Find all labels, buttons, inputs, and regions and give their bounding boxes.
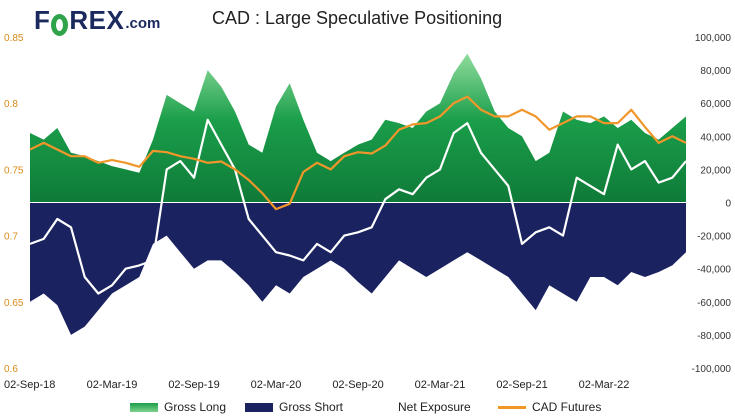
left-axis-tick-label: 0.85 [4, 33, 24, 44]
logo-coin-icon [51, 14, 69, 36]
chart-plot: 0.6 0.65 0.7 0.75 0.8 0.85 -100,000 -80,000 -60,… [4, 33, 732, 391]
gross-short-area [30, 202, 686, 335]
legend-net-exposure-swatch [364, 405, 392, 409]
right-axis-tick-label: 80,000 [700, 66, 731, 77]
cad-futures-line [29, 95, 687, 211]
legend-cad-futures-swatch [498, 405, 526, 409]
right-axis-tick-label: 20,000 [700, 165, 731, 176]
legend-cad-futures: CAD Futures [498, 398, 601, 416]
gross-long-area [30, 53, 686, 203]
x-axis-tick-label: 02-Mar-21 [415, 379, 466, 391]
right-axis-tick-label: -20,000 [697, 232, 731, 243]
x-axis-tick-label: 02-Sep-21 [496, 379, 547, 391]
legend-gross-short-swatch [245, 402, 273, 412]
legend-gross-long-swatch [130, 402, 158, 412]
right-axis-tick-label: -80,000 [697, 331, 731, 342]
x-axis-tick-label: 02-Mar-19 [87, 379, 138, 391]
net-exposure-line [29, 118, 687, 295]
logo-domain: .com [125, 15, 161, 32]
right-axis-tick-label: -40,000 [697, 265, 731, 276]
x-axis-tick-label: 02-Sep-18 [4, 379, 55, 391]
right-axis-tick-label: 60,000 [700, 99, 731, 110]
legend-cad-futures-label: CAD Futures [532, 400, 602, 414]
chart-legend: Gross Long Gross Short Net Exposure CAD … [0, 398, 735, 416]
x-axis-tick-label: 02-Mar-22 [579, 379, 630, 391]
legend-gross-short: Gross Short [245, 398, 343, 416]
logo-fx-suffix: REX [69, 5, 125, 35]
legend-gross-short-label: Gross Short [279, 400, 344, 414]
x-axis-tick-label: 02-Mar-20 [251, 379, 302, 391]
right-axis-tick-label: 100,000 [695, 33, 732, 44]
right-axis-tick-label: 40,000 [700, 132, 731, 143]
right-axis-tick-label: -60,000 [697, 298, 731, 309]
left-axis-tick-label: 0.65 [4, 298, 24, 309]
forex-logo: F REX .com [34, 4, 160, 36]
left-axis-tick-label: 0.75 [4, 165, 24, 176]
logo-fx-prefix: F [34, 5, 51, 35]
x-axis-tick-label: 02-Sep-20 [332, 379, 383, 391]
right-axis-tick-label: -100,000 [692, 364, 732, 375]
left-axis-tick-label: 0.6 [4, 364, 18, 375]
chart-title: CAD : Large Speculative Positioning [212, 8, 503, 28]
legend-gross-long-label: Gross Long [164, 400, 227, 414]
x-axis-tick-label: 02-Sep-19 [168, 379, 219, 391]
legend-net-exposure-label: Net Exposure [398, 400, 471, 414]
right-axis-tick-label: 0 [725, 199, 731, 210]
left-axis-tick-label: 0.8 [4, 99, 18, 110]
legend-gross-long: Gross Long [130, 398, 226, 416]
left-axis-tick-label: 0.7 [4, 232, 18, 243]
legend-net-exposure: Net Exposure [364, 398, 471, 416]
